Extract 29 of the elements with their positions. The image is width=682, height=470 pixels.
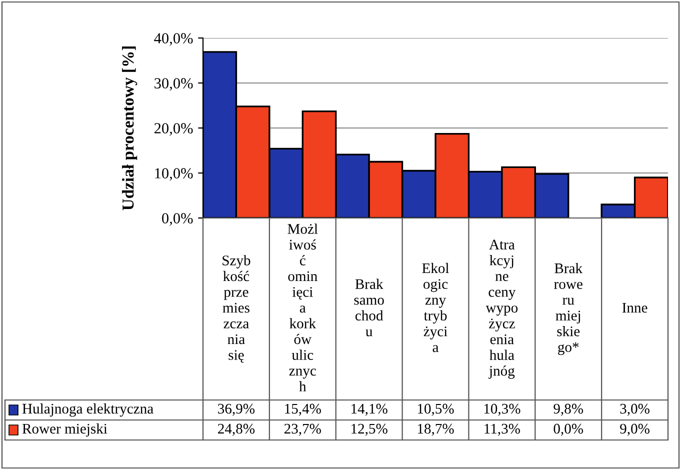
data-label: 14,1%: [352, 404, 388, 416]
data-label: 11,3%: [484, 424, 520, 436]
y-tick-label: 40,0%: [154, 33, 193, 46]
y-tick-label: 0,0%: [162, 213, 193, 226]
data-label: 0,0%: [554, 424, 584, 436]
category-label: Atrakcyjne ceny wypożyczenia hulajnóg: [486, 240, 518, 379]
data-label: 18,7%: [418, 424, 454, 436]
data-label: 9,8%: [554, 404, 584, 416]
y-axis-title: Udział procentowy [%]: [122, 46, 138, 210]
x-tick-label: Brak roweru miejskiego*: [554, 262, 583, 356]
data-label: 10,5%: [418, 404, 454, 416]
y-tick-label: 30,0%: [154, 78, 193, 91]
y-tick-label: 20,0%: [154, 123, 193, 136]
x-tick-label: Ekologiczny tryb życia: [422, 262, 449, 352]
category-label: Możliwość ominięcia korków ulicznych: [288, 224, 318, 392]
legend-label: Hulajnoga elektryczna: [22, 403, 154, 417]
data-label: 3,0%: [620, 404, 650, 416]
y-tick-label: 10,0%: [155, 168, 193, 181]
data-label: 12,5%: [352, 424, 388, 436]
data-label: 23,7%: [284, 424, 321, 436]
data-label: 15,4%: [285, 404, 321, 416]
data-label: 10,3%: [484, 404, 520, 416]
data-label: 36,9%: [218, 404, 255, 416]
x-tick-label: Brak samochodu: [354, 278, 384, 336]
data-label: 9,0%: [620, 424, 650, 436]
legend-label: Rower miejski: [22, 423, 108, 437]
x-tick-label: Szybkość przemieszczania się: [222, 255, 250, 363]
data-label: 24,8%: [218, 424, 255, 436]
x-tick-label: Inne: [622, 302, 648, 313]
